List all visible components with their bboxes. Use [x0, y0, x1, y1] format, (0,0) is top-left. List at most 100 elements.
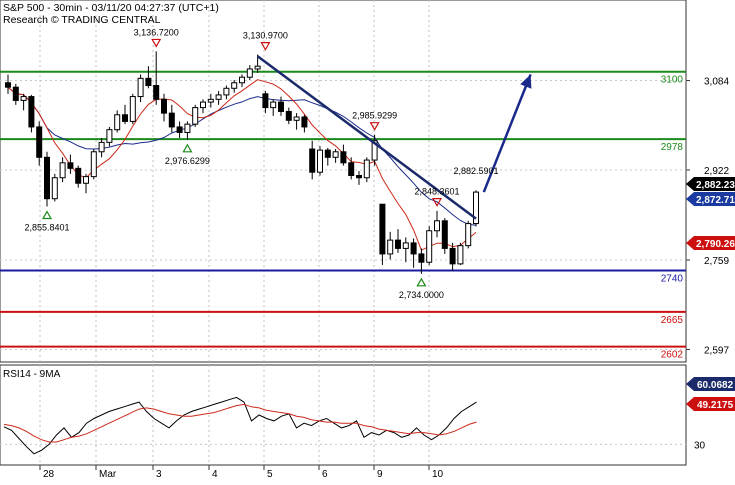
peak-marker: [260, 42, 271, 51]
rsi-tag-text: 49.2175: [697, 400, 734, 411]
candle-body: [395, 239, 401, 249]
price-axis-label: 2,597: [704, 345, 729, 356]
candle-body: [262, 93, 269, 109]
price-axis-label: 2,759: [704, 256, 729, 267]
candle-body: [457, 245, 464, 265]
candle-body: [356, 175, 362, 179]
candle-body: [129, 96, 136, 122]
candle-body: [410, 242, 417, 255]
level-label: 2665: [661, 315, 684, 326]
candle-body: [239, 76, 245, 84]
candle-body: [434, 220, 440, 232]
candle-body: [270, 101, 277, 109]
candle-body: [426, 230, 433, 263]
candle-body: [332, 151, 339, 158]
trough-label: 2,976.6299: [165, 156, 210, 166]
level-label: 2602: [661, 350, 684, 361]
candle-body: [67, 162, 74, 169]
candle-body: [28, 96, 35, 128]
trough-marker: [41, 210, 53, 220]
peak-label: 3,130.9700: [243, 31, 288, 41]
level-lines: 3100 2978 2740 2665 2602: [0, 70, 686, 361]
candle-body: [254, 65, 261, 70]
time-axis-label: 4: [212, 469, 218, 480]
candle-body: [145, 77, 152, 87]
candle-body: [176, 126, 183, 133]
candle-body: [51, 177, 58, 200]
downtrend-line: [256, 55, 477, 220]
candle-body: [184, 123, 191, 133]
price-tag-box: [686, 192, 735, 206]
candle-body: [418, 253, 425, 263]
candle-body: [215, 94, 222, 100]
candle-body: [36, 126, 43, 158]
time-axis-label: 28: [43, 469, 55, 480]
projection-arrow-head: [520, 74, 532, 89]
candle-body: [106, 129, 113, 143]
peak-marker: [369, 122, 380, 131]
time-axis-label: 10: [432, 469, 444, 480]
time-axis-label: 3: [156, 469, 162, 480]
x-axis: 28 Mar 3 4 5 6 9 10: [39, 465, 444, 480]
candle-body: [473, 191, 479, 225]
trough-marker: [182, 143, 193, 153]
peak-label: 2,985.9299: [352, 111, 397, 121]
level-label: 2978: [661, 142, 684, 153]
rsi-line: [3, 396, 477, 455]
candle-body: [363, 159, 370, 179]
time-axis-label: 9: [377, 469, 383, 480]
candle-body: [200, 101, 206, 109]
trend-annotations: [256, 55, 532, 220]
time-axis-label: 5: [267, 469, 273, 480]
candle-body: [98, 141, 105, 153]
candle-body: [301, 116, 308, 128]
candle-body: [90, 151, 97, 178]
candle-body: [5, 82, 11, 88]
candle-body: [324, 149, 331, 158]
price-tag-box: [686, 177, 735, 191]
candle-body: [44, 156, 50, 200]
candle-body: [192, 107, 199, 125]
price-tag-text: 2,872.71: [696, 195, 735, 206]
candle-body: [246, 68, 253, 78]
projection-arrow-shaft: [482, 74, 532, 193]
candle-body: [223, 87, 230, 96]
candle-body: [231, 82, 238, 89]
rsi-axis-label: 30: [694, 440, 706, 451]
rsi-tag-box: [686, 377, 735, 391]
candle-body: [59, 162, 66, 179]
trough-marker: [416, 277, 427, 287]
candle-body: [441, 220, 448, 249]
header-subtitle: Research © TRADING CENTRAL: [3, 14, 161, 26]
candle-body: [153, 85, 160, 100]
candle-body: [114, 114, 121, 131]
candle-body: [387, 239, 394, 255]
candle-body: [12, 86, 19, 101]
rsi-title: RSI14 - 9MA: [3, 369, 61, 380]
candle-body: [285, 110, 292, 121]
candle-body: [75, 167, 82, 184]
candle-body: [449, 247, 456, 265]
candle-body: [371, 140, 378, 161]
rsi-tag-box: [686, 397, 735, 411]
time-axis-label: 6: [322, 469, 328, 480]
price-tag-text: 2,882.23: [696, 180, 735, 191]
last-price-label: 2,882.5901: [453, 166, 498, 176]
slow-moving-average-line: [7, 86, 477, 226]
peak-label: 3,136.7200: [134, 27, 179, 37]
price-axis-label: 2,922: [704, 166, 729, 177]
candle-body: [83, 176, 89, 184]
price-tag-text: 2,790.26: [696, 239, 735, 250]
peak-label: 2,848.3601: [414, 187, 459, 197]
candle-body: [309, 148, 316, 173]
grid-lines: [0, 0, 686, 465]
level-label: 3100: [661, 75, 684, 86]
candle-body: [402, 242, 409, 249]
candle-body: [168, 112, 175, 128]
candle-body: [278, 101, 284, 112]
trough-label: 2,855.8401: [24, 223, 69, 233]
price-tags: 2,882.23 2,872.71 2,790.26: [686, 177, 735, 250]
candle-body: [348, 162, 355, 177]
price-panel-frame: [0, 0, 687, 363]
